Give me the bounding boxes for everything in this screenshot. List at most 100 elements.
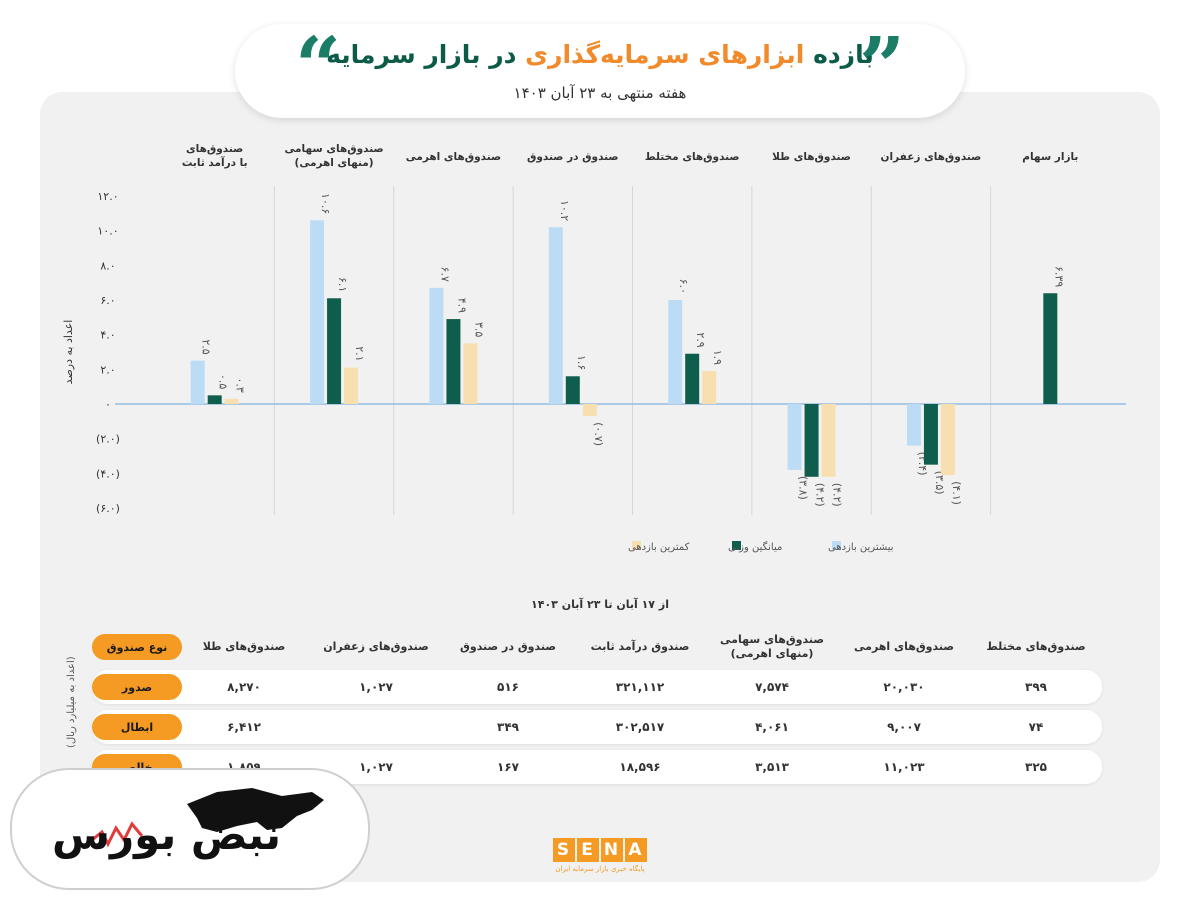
category-label-line: با درآمد ثابت: [182, 156, 248, 169]
legend-label: میانگین وزنی: [728, 541, 782, 553]
bar-max: [787, 404, 802, 470]
y-tick-label: ۱۲.۰: [97, 190, 118, 203]
data-label: ۲.۵: [200, 339, 213, 354]
category-label: صندوق‌های با درآمد ثابت: [182, 143, 248, 169]
category-label: صندوق‌های سهامی (منهای اهرمی): [284, 143, 383, 169]
table-cell: ۱۸,۵۹۶: [619, 760, 661, 774]
table-header-row: صندوق‌های مختلط صندوق‌های اهرمی صندوق‌های …: [92, 630, 1102, 664]
logo-text: نبض بورس: [52, 810, 282, 859]
bar-avg: [1043, 293, 1058, 404]
bar-max: [668, 300, 683, 404]
title-banner: “ ” بازده ابزارهای سرمایه‌گذاری در بازار…: [235, 24, 965, 118]
sena-letter: E: [577, 838, 599, 862]
category-label-line: صندوق‌های مختلط: [645, 151, 740, 163]
data-label: ۲.۹: [694, 332, 707, 347]
table-cell: ۳۹۹: [1025, 680, 1047, 694]
title-part1: بازده: [813, 40, 874, 69]
bull-icon: [91, 788, 324, 848]
data-label: (۰.۷): [592, 422, 605, 446]
table-cell: ۳۲۱,۱۱۲: [615, 680, 665, 694]
bar-max: [310, 220, 325, 404]
row-label-badge: صدور: [92, 674, 182, 700]
column-header: صندوق در صندوق: [460, 640, 556, 653]
bar-avg: [327, 298, 342, 404]
data-label: ۳.۵: [472, 322, 485, 337]
data-label: ۶.۰: [677, 279, 690, 294]
y-tick-label: ۶.۰: [100, 294, 115, 307]
category-label-line: بازار سهام: [1022, 151, 1078, 163]
table-cell: ۹,۰۰۷: [887, 720, 921, 734]
category-label: صندوق‌های طلا: [772, 151, 851, 163]
data-label: ۴.۹: [455, 298, 468, 313]
y-tick-label: ۱۰.۰: [97, 225, 118, 238]
bar-avg: [446, 319, 461, 404]
row-label-badge: ابطال: [92, 714, 182, 740]
sena-letter: S: [553, 838, 575, 862]
table-cell: ۳۴۹: [497, 720, 519, 734]
legend-swatch: [832, 541, 841, 550]
y-tick-label: ۲.۰: [100, 363, 115, 376]
table-cell: ۷۴: [1028, 720, 1044, 734]
column-header: صندوق‌های طلا: [202, 640, 286, 653]
bar-avg: [804, 404, 819, 477]
data-label: (۳.۵): [933, 471, 946, 495]
y-tick-label: (۶.۰): [96, 502, 120, 515]
bar-min: [224, 398, 239, 404]
sena-letter: N: [601, 838, 623, 862]
table-cell: ۸,۲۷۰: [227, 680, 261, 694]
table-cell: ۴,۰۶۱: [755, 720, 789, 734]
y-tick-label: (۲.۰): [96, 433, 120, 446]
legend-swatch: [732, 541, 741, 550]
returns-bar-chart: ۱۲.۰ ۱۰.۰ ۸.۰ ۶.۰ ۴.۰ ۲.۰ ۰ (۲.۰) (۴.۰) (۶.۰) اعدا…: [62, 143, 1126, 553]
bar-min: [940, 404, 955, 476]
table-cell: ۶,۴۱۲: [227, 720, 261, 734]
column-header: صندوق درآمد ثابت: [590, 640, 690, 653]
y-tick-label: ۴.۰: [100, 329, 115, 342]
table-cell: ۲۰,۰۳۰: [883, 680, 925, 694]
bar-avg: [565, 376, 580, 404]
y-axis-title: اعداد به درصد: [62, 320, 75, 385]
legend-label: کمترین بازدهی: [628, 542, 690, 553]
data-label: ۲.۱: [353, 346, 366, 361]
category-label-line: صندوق در صندوق: [527, 151, 619, 163]
title-part2: در بازار سرمایه: [326, 40, 517, 69]
column-header: صندوق‌های سهامی (منهای اهرمی): [720, 633, 824, 660]
table-title: از ۱۷ آبان تا ۲۳ آبان ۱۴۰۳: [531, 598, 669, 611]
category-label: بازار سهام: [1022, 151, 1078, 163]
table-cell: ۳۲۵: [1025, 760, 1047, 774]
data-label: (۳.۸): [797, 476, 810, 500]
category-label-line: صندوق‌های اهرمی: [406, 151, 501, 163]
column-header: صندوق‌های زعفران: [323, 640, 429, 653]
nabz-bourse-logo: نبض بورس: [10, 768, 370, 890]
table-cell: [310, 710, 442, 744]
legend-swatch: [632, 541, 641, 550]
sena-letter: A: [625, 838, 647, 862]
bar-avg: [923, 404, 938, 465]
table-row: ۳۹۹ ۲۰,۰۳۰ ۷,۵۷۴ ۳۲۱,۱۱۲ ۵۱۶ ۱,۰۲۷ ۸,۲۷۰: [92, 670, 1102, 704]
y-tick-label: (۴.۰): [96, 467, 120, 480]
data-label: ۱۰.۲: [558, 200, 571, 221]
table-cell: ۷,۵۷۴: [755, 680, 789, 694]
table-unit-note: (اعداد به میلیارد ریال): [66, 656, 77, 748]
data-label: ۱.۶: [575, 355, 588, 370]
title-accent: ابزارهای سرمایه‌گذاری: [525, 40, 805, 69]
page-subtitle: هفته منتهی به ۲۳ آبان ۱۴۰۳: [513, 84, 687, 102]
data-label: ۶.۷: [438, 267, 451, 282]
bar-max: [190, 360, 205, 404]
bar-min: [582, 404, 597, 417]
data-label: (۴.۱): [950, 481, 963, 505]
bar-max: [429, 287, 444, 404]
data-label: (۴.۲): [831, 483, 844, 507]
category-label: صندوق‌های زعفران: [881, 151, 982, 163]
sena-subtitle: پایگاه خبری بازار سرمایه ایران: [555, 865, 645, 873]
page-title: بازده ابزارهای سرمایه‌گذاری در بازار سرم…: [235, 40, 965, 69]
table-cell: ۱۱,۰۲۳: [883, 760, 925, 774]
data-label: ۶.۳۹: [1052, 266, 1065, 287]
y-tick-label: ۰: [105, 398, 111, 411]
table-row: ۷۴ ۹,۰۰۷ ۴,۰۶۱ ۳۰۲,۵۱۷ ۳۴۹ ۶,۴۱۲: [92, 710, 1102, 744]
data-label: ۶.۱: [336, 277, 349, 292]
bar-avg: [685, 353, 700, 404]
bar-max: [906, 404, 921, 446]
